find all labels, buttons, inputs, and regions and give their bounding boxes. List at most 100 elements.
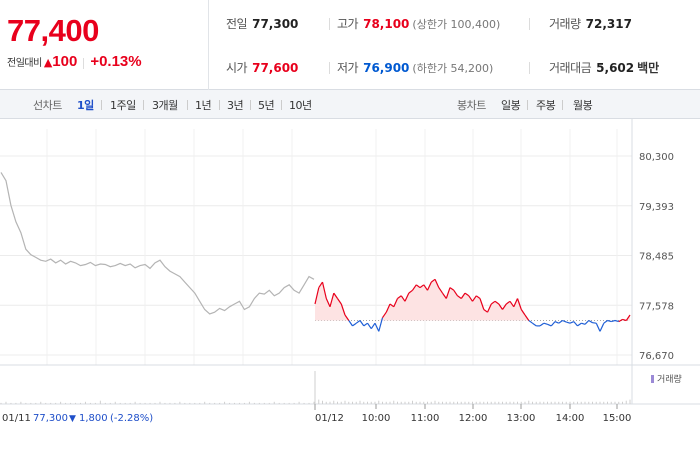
price-lines: [0, 172, 631, 332]
prev-change-label: 1,800: [79, 413, 108, 424]
volume-value: 72,317: [585, 17, 632, 31]
divider: [329, 18, 330, 30]
today-line-segment: [614, 319, 619, 323]
today-line-segment: [479, 298, 485, 310]
today-line-segment: [340, 303, 346, 316]
today-line-segment: [581, 322, 586, 325]
stat-open: 시가 77,600: [226, 60, 298, 76]
today-line-segment: [445, 287, 451, 299]
divider: [250, 100, 251, 110]
tab-3m[interactable]: 3개월: [152, 99, 178, 112]
today-line-segment: [569, 321, 575, 324]
today-line-segment: [438, 287, 443, 294]
x-tick-label: 12:00: [459, 413, 488, 424]
divider: [329, 62, 330, 74]
stat-high: 고가 78,100 (상한가 100,400): [337, 16, 500, 32]
x-tick-label: 15:00: [603, 413, 632, 424]
today-line-segment: [543, 322, 548, 325]
today-line-segment: [457, 295, 462, 299]
y-tick-label: 80,300: [639, 152, 674, 163]
today-line-segment: [430, 278, 436, 283]
today-line-segment: [363, 322, 368, 327]
today-line-segment: [314, 287, 320, 305]
today-line-segment: [547, 323, 552, 327]
today-line-segment: [348, 320, 353, 327]
today-line-segment: [528, 320, 533, 324]
today-line-segment: [397, 295, 402, 299]
today-line-segment: [592, 322, 597, 324]
tab-daily-candle[interactable]: 일봉: [501, 99, 521, 112]
divider: [527, 100, 528, 110]
open-label: 시가: [226, 61, 248, 75]
today-line-segment: [566, 321, 571, 324]
today-line-segment: [532, 322, 537, 327]
divider: [281, 100, 282, 110]
today-line-segment: [486, 303, 492, 313]
today-line-segment: [502, 303, 507, 310]
today-line-segment: [516, 298, 522, 310]
y-tick-label: 78,485: [639, 252, 674, 263]
low-value: 76,900: [363, 61, 410, 75]
divider: [83, 57, 85, 69]
today-line-segment: [607, 319, 612, 323]
tab-3y[interactable]: 3년: [227, 99, 244, 112]
stat-low: 저가 76,900 (하한가 54,200): [337, 60, 493, 76]
today-line-segment: [412, 284, 417, 291]
today-line-segment: [415, 284, 421, 289]
amount-label: 거래대금: [549, 61, 592, 75]
x-tick-label: 11:00: [411, 413, 440, 424]
today-line-segment: [603, 320, 608, 324]
divider: [143, 100, 144, 110]
today-line-segment: [505, 300, 511, 305]
today-line-segment: [325, 298, 331, 308]
today-line-segment: [595, 322, 601, 332]
tab-1d[interactable]: 1일: [77, 99, 94, 112]
today-line-segment: [573, 321, 578, 327]
price-chart[interactable]: 80,300 79,393 78,485 77,578 76,670 거래량 01/11…: [0, 119, 700, 450]
tab-weekly-candle[interactable]: 주봉: [536, 99, 556, 112]
today-line-segment: [419, 284, 425, 289]
change-row: 전일대비 ▲100 +0.13%: [7, 53, 142, 70]
today-line-segment: [562, 319, 567, 323]
today-line-segment: [554, 321, 560, 324]
tab-10y[interactable]: 10년: [289, 99, 312, 112]
today-date-label: 01/12: [315, 413, 344, 424]
today-line-segment: [464, 292, 470, 297]
current-price: 77,400: [7, 13, 99, 48]
today-line-segment: [468, 295, 473, 302]
tab-1w[interactable]: 1주일: [110, 99, 136, 112]
today-line-segment: [625, 314, 631, 321]
today-line-segment: [434, 279, 440, 288]
x-tick-label: 13:00: [507, 413, 536, 424]
divider: [529, 18, 530, 30]
prev-date-label: 01/11: [2, 413, 31, 424]
today-up-fill: [315, 279, 630, 321]
high-label: 고가: [337, 17, 359, 31]
lower-limit: (하한가 54,200): [412, 62, 494, 75]
today-line-segment: [359, 320, 365, 327]
line-chart-label: 선차트: [33, 99, 62, 112]
today-line-segment: [337, 298, 342, 305]
price-panel: 77,400 전일대비 ▲100 +0.13%: [0, 0, 209, 90]
y-tick-label: 77,578: [639, 301, 674, 312]
today-line-segment: [382, 311, 387, 319]
today-line-segment: [370, 322, 376, 330]
tab-1y[interactable]: 1년: [195, 99, 212, 112]
tab-monthly-candle[interactable]: 월봉: [573, 99, 593, 112]
today-line-segment: [611, 319, 616, 323]
period-tab-bar: 선차트 1일 1주일 3개월 1년 3년 5년 10년 봉차트 일봉 주봉 월봉: [0, 90, 700, 119]
tab-5y[interactable]: 5년: [258, 99, 275, 112]
today-line-segment: [460, 292, 466, 299]
prev-change-rate-label: (-2.28%): [110, 413, 153, 424]
today-line-segment: [513, 298, 519, 308]
today-line-segment: [374, 322, 380, 332]
today-line-segment: [408, 289, 413, 294]
today-line-segment: [329, 292, 335, 307]
prev-close-value: 77,300: [252, 17, 299, 31]
divider: [562, 100, 563, 110]
today-line-segment: [524, 314, 530, 321]
stat-volume: 거래량 72,317: [549, 16, 632, 32]
divider: [101, 100, 102, 110]
divider: [219, 100, 220, 110]
today-line-segment: [449, 287, 455, 291]
